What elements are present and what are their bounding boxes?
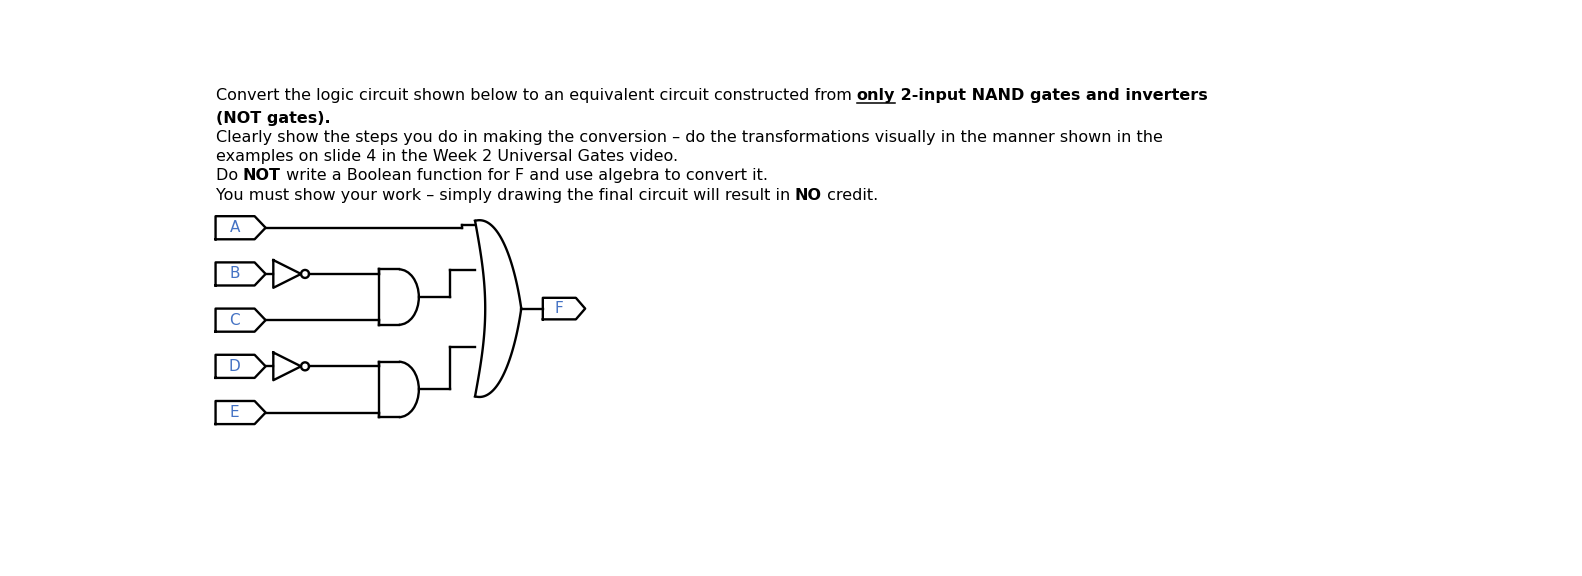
Text: credit.: credit. — [823, 188, 878, 203]
Text: A: A — [229, 220, 240, 235]
Text: (NOT gates).: (NOT gates). — [215, 111, 331, 126]
Text: Convert the logic circuit shown below to an equivalent circuit constructed from: Convert the logic circuit shown below to… — [215, 88, 856, 103]
Text: You must show your work – simply drawing the final circuit will result in: You must show your work – simply drawing… — [215, 188, 794, 203]
Text: E: E — [229, 405, 239, 420]
Text: only: only — [856, 88, 895, 103]
Text: C: C — [229, 313, 240, 328]
Text: NOT: NOT — [242, 168, 282, 183]
Text: B: B — [229, 267, 240, 282]
Text: NO: NO — [794, 188, 823, 203]
Text: D: D — [229, 359, 240, 374]
Text: 2-input NAND gates and inverters: 2-input NAND gates and inverters — [895, 88, 1207, 103]
Text: F: F — [555, 301, 563, 316]
Text: Do: Do — [215, 168, 242, 183]
Text: Clearly show the steps you do in making the conversion – do the transformations : Clearly show the steps you do in making … — [215, 130, 1163, 145]
Text: write a Boolean function for F and use algebra to convert it.: write a Boolean function for F and use a… — [282, 168, 767, 183]
Text: examples on slide 4 in the Week 2 Universal Gates video.: examples on slide 4 in the Week 2 Univer… — [215, 149, 677, 164]
